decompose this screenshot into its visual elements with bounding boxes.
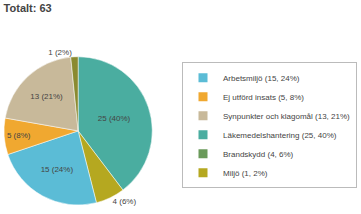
svg-text:Brandskydd (4, 6%): Brandskydd (4, 6%): [223, 150, 294, 159]
svg-text:Synpunkter och klagomål (13, 2: Synpunkter och klagomål (13, 21%): [223, 112, 350, 121]
svg-text:1 (2%): 1 (2%): [48, 48, 72, 57]
svg-text:Totalt: 63: Totalt: 63: [4, 2, 52, 14]
svg-text:Läkemedelshantering (25, 40%): Läkemedelshantering (25, 40%): [223, 131, 337, 140]
svg-text:25 (40%): 25 (40%): [98, 114, 131, 123]
svg-text:Arbetsmiljö (15, 24%): Arbetsmiljö (15, 24%): [223, 74, 300, 83]
svg-text:15 (24%): 15 (24%): [41, 165, 74, 174]
svg-text:Ej utförd insats (5, 8%): Ej utförd insats (5, 8%): [223, 93, 304, 102]
svg-text:Miljö (1, 2%): Miljö (1, 2%): [223, 169, 268, 178]
svg-text:13 (21%): 13 (21%): [30, 92, 63, 101]
svg-text:5 (8%): 5 (8%): [7, 131, 31, 140]
svg-text:4 (6%): 4 (6%): [113, 197, 137, 206]
